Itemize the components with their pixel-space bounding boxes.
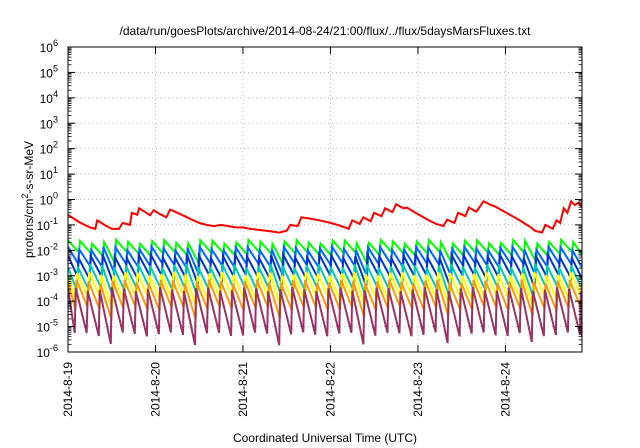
y-axis-label: protons/cm2-s-sr-MeV (20, 141, 36, 258)
x-tick-label: 2014-8-23 (411, 362, 425, 417)
y-tick-label: 10-6 (37, 343, 58, 360)
y-tick-label: 10-3 (37, 267, 58, 284)
series-line-1 (68, 199, 582, 234)
y-axis-label-post: -s-sr-MeV (22, 141, 36, 194)
chart-title: /data/run/goesPlots/archive/2014-08-24/2… (120, 24, 532, 38)
y-tick-label: 10-4 (37, 292, 58, 309)
y-tick-label: 10-2 (37, 241, 58, 258)
x-axis: 2014-8-19 2014-8-20 2014-8-21 2014-8-22 2014… (61, 47, 512, 417)
y-axis-label-sup: 2 (20, 194, 30, 199)
x-tick-label: 2014-8-20 (148, 362, 162, 417)
y-tick-label: 103 (40, 114, 58, 131)
x-tick-label: 2014-8-19 (61, 362, 75, 417)
series-line-8 (68, 286, 582, 346)
y-tick-label: 100 (40, 191, 58, 208)
y-axis-label-pre: protons/cm (22, 199, 36, 258)
y-tick-label: 105 (40, 63, 58, 80)
y-tick-label: 102 (40, 140, 58, 157)
y-axis: 10-6 10-5 10-4 10-3 10-2 10-1 100 101 102 103 104 1… (37, 38, 582, 360)
y-tick-label: 106 (40, 38, 58, 55)
y-tick-label: 104 (40, 89, 58, 106)
x-tick-label: 2014-8-22 (323, 362, 337, 417)
y-tick-label: 10-1 (37, 216, 58, 233)
series-line-5 (68, 263, 582, 300)
series-line-4 (68, 250, 582, 289)
x-tick-label: 2014-8-24 (498, 362, 512, 417)
x-tick-label: 2014-8-21 (236, 362, 250, 417)
series-lines (68, 199, 582, 346)
series-line-6 (68, 271, 582, 310)
y-tick-label: 10-5 (37, 318, 58, 335)
series-line-3 (68, 243, 582, 277)
series-line-2 (68, 237, 582, 270)
x-axis-label: Coordinated Universal Time (UTC) (233, 431, 417, 445)
y-tick-label: 101 (40, 165, 58, 182)
